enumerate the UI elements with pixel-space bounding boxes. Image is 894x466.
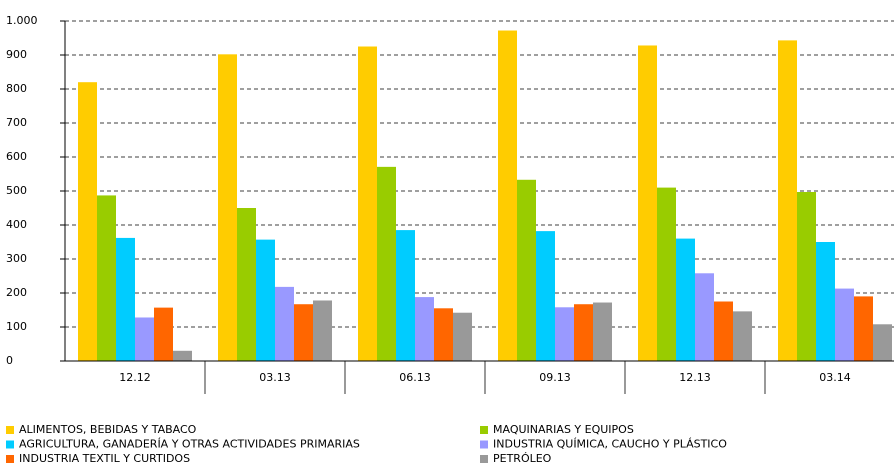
bar [358, 46, 377, 361]
bar [733, 311, 752, 361]
legend-label: PETRÓLEO [493, 452, 552, 465]
bar [116, 237, 135, 361]
y-tick-label: 400 [6, 218, 27, 231]
x-tick-label: 03.13 [259, 371, 291, 384]
legend-label: MAQUINARIAS Y EQUIPOS [493, 423, 634, 436]
bar [434, 308, 453, 361]
x-tick-label: 09.13 [539, 371, 571, 384]
x-tick-label: 03.14 [819, 371, 851, 384]
bar [638, 45, 657, 361]
legend-swatch [6, 455, 14, 463]
legend-label: AGRICULTURA, GANADERÍA Y OTRAS ACTIVIDAD… [19, 438, 360, 451]
bar [256, 239, 275, 361]
x-tick-label: 12.13 [679, 371, 711, 384]
y-tick-label: 500 [6, 184, 27, 197]
legend-swatch [6, 426, 14, 434]
bar [854, 296, 873, 361]
bar [835, 288, 854, 361]
y-tick-label: 600 [6, 150, 27, 163]
bar [313, 300, 332, 361]
bar [275, 286, 294, 361]
bar [498, 30, 517, 362]
bar [237, 208, 256, 361]
legend-label: INDUSTRIA TEXTIL Y CURTIDOS [19, 452, 190, 465]
bar [873, 324, 892, 361]
bar [778, 40, 797, 361]
bar [377, 166, 396, 361]
legend-swatch [480, 426, 488, 434]
legend-swatch [6, 440, 14, 449]
y-tick-label: 200 [6, 286, 27, 299]
bar [78, 82, 97, 361]
bar [593, 302, 612, 361]
bar [135, 317, 154, 361]
legend-swatch [480, 440, 488, 449]
legend-swatch [480, 455, 488, 463]
bar [555, 307, 574, 361]
y-tick-label: 300 [6, 252, 27, 265]
bar [396, 230, 415, 361]
bar [676, 238, 695, 361]
y-tick-label: 700 [6, 116, 27, 129]
bar [415, 297, 434, 361]
bar [154, 307, 173, 361]
x-tick-label: 12.12 [119, 371, 151, 384]
legend-label: INDUSTRIA QUÍMICA, CAUCHO Y PLÁSTICO [493, 438, 727, 451]
bar [797, 192, 816, 361]
bar [816, 242, 835, 361]
y-tick-label: 900 [6, 48, 27, 61]
bar [294, 304, 313, 361]
x-tick-label: 06.13 [399, 371, 431, 384]
legend-label: ALIMENTOS, BEBIDAS Y TABACO [19, 423, 197, 436]
bar [536, 231, 555, 361]
bar [574, 304, 593, 361]
y-tick-label: 800 [6, 82, 27, 95]
bar [517, 179, 536, 361]
bar [714, 301, 733, 361]
bar [695, 273, 714, 361]
y-tick-label: 1.000 [6, 14, 38, 27]
bar [453, 312, 472, 361]
bar [173, 350, 192, 361]
bar [657, 187, 676, 361]
bar [97, 195, 116, 361]
bar [218, 54, 237, 361]
y-tick-label: 100 [6, 320, 27, 333]
y-tick-label: 0 [6, 354, 13, 367]
